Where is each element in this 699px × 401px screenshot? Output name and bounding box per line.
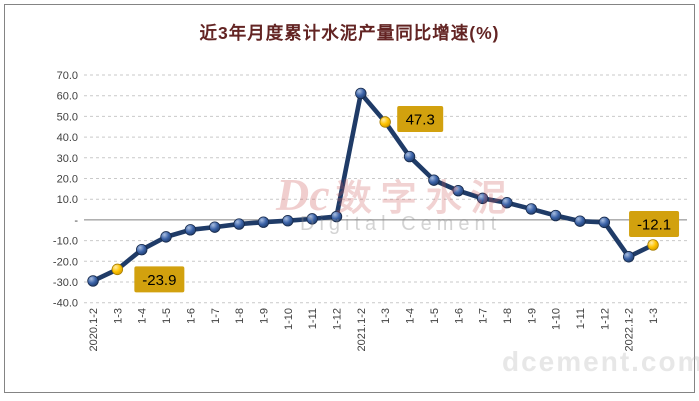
data-point-marker [574,215,586,227]
y-axis-tick-label: 60.0 [57,91,78,103]
x-axis-tick-label: 1-3 [112,308,124,324]
x-axis-tick-label: 1-6 [185,308,197,324]
data-point-marker [403,150,416,163]
data-point-marker [87,275,99,287]
data-point-marker [330,210,343,223]
data-label-text: 47.3 [406,111,435,128]
data-point-marker [525,203,538,215]
x-axis-tick-label: 1-4 [137,308,149,324]
x-axis-tick-label: 1-11 [575,308,587,329]
x-axis-tick-label: 1-7 [210,308,222,324]
data-point-marker [306,213,318,225]
series-line [90,91,656,284]
y-axis-tick-label: 70.0 [57,70,78,82]
x-axis-tick-label: 1-10 [551,308,563,330]
data-label-callout [134,266,185,293]
data-label-text: -12.1 [637,216,671,233]
data-label-callout [397,105,444,132]
chart-frame [4,4,695,393]
data-point-marker [476,192,489,205]
x-axis-tick-label: 2022.1-2 [624,308,636,351]
highlighted-data-point-marker [379,116,391,128]
highlighted-data-point-marker [111,263,124,276]
data-point-marker [135,244,148,256]
data-label-text: -23.9 [142,272,176,289]
data-point-marker [428,174,440,186]
chart-title: 近3年月度累计水泥产量同比增速(%) [199,23,500,43]
y-axis-tick-label: 30.0 [57,153,78,165]
x-axis-tick-label: 1-5 [429,308,441,324]
data-point-marker [184,224,197,236]
y-axis-tick-label: 10.0 [57,194,78,206]
x-axis-tick-label: 1-12 [332,308,344,330]
data-point-marker [355,87,367,100]
x-axis-tick-label: 1-8 [234,308,246,324]
x-axis-tick-label: 1-10 [283,308,295,330]
x-axis-tick-label: 1-12 [599,308,611,330]
x-axis-tick-label: 1-8 [502,308,514,324]
data-point-marker [501,197,513,209]
y-axis-tick-label: 50.0 [57,111,78,123]
y-axis-tick-label: -10.0 [53,236,78,248]
x-axis-tick-label: 1-3 [380,308,392,324]
data-point-marker [452,185,464,197]
data-point-marker [233,218,245,230]
x-axis-tick-label: 1-3 [648,308,660,324]
data-point-marker [623,251,635,263]
y-axis-tick-label: -20.0 [53,256,78,268]
data-point-marker [160,231,172,243]
x-axis-tick-label: 1-4 [405,308,417,324]
y-axis-tick-label: 20.0 [57,174,78,186]
x-axis-tick-label: 1-9 [258,308,270,324]
x-axis-tick-label: 1-6 [453,308,465,324]
y-axis-tick-label: 40.0 [57,132,78,144]
x-axis-tick-label: 2020.1-2 [88,308,100,351]
y-axis-tick-label: -40.0 [53,298,78,310]
x-axis-tick-label: 1-7 [478,308,490,324]
highlighted-data-point-marker [647,239,659,251]
data-label-callout [629,210,680,237]
data-point-marker [549,209,562,222]
y-axis-tick-label: -30.0 [53,277,78,289]
x-axis-tick-label: 1-9 [526,308,538,324]
y-axis-tick-label: - [74,215,78,227]
data-point-marker [282,215,294,227]
x-axis-tick-label: 1-11 [307,308,319,329]
data-point-marker [598,216,611,229]
data-point-marker [257,216,270,228]
data-point-marker [209,221,221,233]
x-axis-tick-label: 2021.1-2 [356,308,368,351]
x-axis-tick-label: 1-5 [161,308,173,324]
